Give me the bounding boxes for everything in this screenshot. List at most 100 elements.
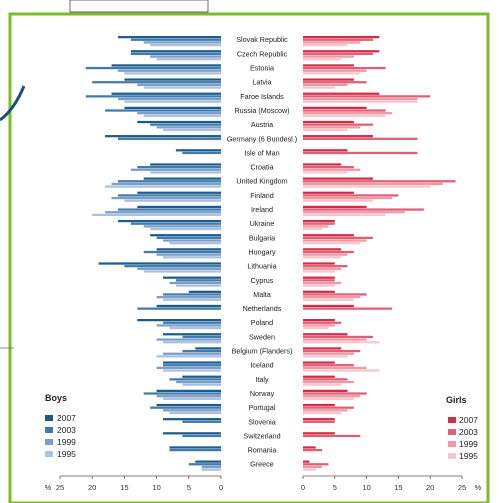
girls-bars (303, 36, 456, 471)
country-label: Portugal (249, 403, 276, 412)
girls-bar (303, 296, 361, 299)
boys-bar (117, 180, 221, 183)
boys-bar (169, 411, 221, 415)
page-frame (8, 12, 490, 503)
boys-bar (137, 319, 221, 322)
boys-bars (85, 36, 221, 471)
girls-bar (303, 234, 354, 237)
boys-x-tick-label: 10 (152, 483, 160, 492)
girls-bar (303, 123, 373, 126)
girls-bar (303, 338, 367, 341)
girls-bar (303, 239, 367, 242)
girls-bar (303, 465, 323, 469)
girls-bar (303, 97, 418, 101)
country-label: Italy (255, 375, 269, 384)
country-label: Isle of Man (244, 148, 279, 157)
boys-bar (130, 50, 221, 53)
boys-bar (143, 250, 221, 254)
girls-legend-label: 1995 (459, 451, 478, 461)
country-label: Bulgaria (249, 233, 275, 242)
girls-bar (303, 304, 354, 308)
girls-bar (303, 366, 367, 369)
boys-bar (163, 418, 221, 421)
boys-bar (117, 137, 221, 140)
boys-bar (92, 213, 221, 216)
girls-bar (303, 196, 393, 200)
girls-bar (303, 383, 342, 386)
girls-bar (303, 227, 323, 231)
boys-x-tick-label: 20 (88, 483, 96, 492)
girls-bar (303, 380, 354, 384)
boys-bar (117, 36, 221, 39)
girls-bar (303, 95, 431, 98)
boys-bar (150, 234, 221, 237)
girls-bar (303, 69, 367, 72)
girls-bar (303, 321, 342, 324)
boys-bar (175, 284, 221, 287)
boys-bar (117, 97, 221, 101)
country-label: Finland (250, 191, 274, 200)
girls-bar (303, 279, 335, 282)
girls-bar (303, 168, 361, 171)
boys-bar (188, 463, 221, 466)
girls-bar (303, 112, 393, 115)
girls-bar (303, 468, 316, 471)
boys-bar (163, 432, 221, 435)
girls-bar (303, 106, 367, 109)
girls-x-tick-label: 15 (394, 483, 402, 492)
boys-bar (124, 72, 221, 75)
boys-bar (143, 41, 221, 44)
girls-bar (303, 242, 361, 245)
boys-bar (182, 151, 221, 155)
country-label: Czech Republic (237, 49, 288, 58)
boys-legend-label: 1999 (57, 437, 76, 447)
girls-bar (303, 225, 329, 228)
country-label: Russia (Moscow) (234, 106, 289, 115)
girls-bar (303, 253, 348, 256)
girls-bar (303, 369, 380, 372)
boys-bar (137, 83, 221, 86)
boys-bar (163, 341, 221, 344)
boys-bar (201, 468, 221, 471)
girls-bar (303, 120, 354, 124)
girls-bar (303, 418, 335, 421)
country-label: Netherlands (243, 304, 282, 313)
boys-bar (156, 296, 221, 299)
girls-bar (303, 171, 348, 174)
boys-bar (163, 364, 221, 367)
girls-bar (303, 36, 380, 39)
country-label: Sweden (249, 332, 275, 341)
boys-bar (156, 403, 221, 407)
boys-bar (156, 304, 221, 308)
boys-bar (169, 449, 221, 452)
girls-bar (303, 109, 386, 112)
girls-x-tick-label: 20 (426, 483, 434, 492)
boys-bar (169, 326, 221, 330)
boys-x-tick-label: 0 (219, 483, 223, 492)
boys-bar (163, 397, 221, 400)
girls-bar (303, 86, 335, 89)
boys-bar (117, 194, 221, 197)
boys-bar (117, 69, 221, 72)
girls-x-tick-label: 25 (458, 483, 466, 492)
girls-bar (303, 355, 348, 358)
girls-unit-symbol: % (475, 483, 482, 492)
girls-bar (303, 395, 361, 398)
boys-bar (182, 420, 221, 423)
boys-bar (137, 267, 221, 270)
girls-bar (303, 326, 329, 330)
boys-bar (150, 227, 221, 231)
girls-legend-title: Girls (446, 395, 467, 405)
boys-bar (163, 352, 221, 355)
girls-bar (303, 149, 348, 152)
country-label: Slovak Republic (236, 35, 288, 44)
girls-bar (303, 262, 335, 265)
boys-bar (143, 114, 221, 117)
boys-bar (169, 281, 221, 285)
boys-legend-swatch (45, 415, 53, 421)
girls-bar (303, 219, 335, 223)
country-label: Latvia (252, 78, 271, 87)
girls-bar (303, 281, 342, 285)
girls-legend-label: 1999 (459, 439, 478, 449)
